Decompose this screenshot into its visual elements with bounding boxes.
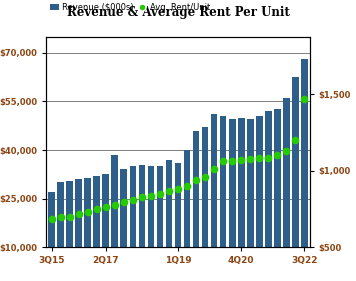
Bar	[193, 131, 199, 280]
Bar	[274, 110, 281, 280]
Bar	[147, 166, 154, 280]
Bar	[265, 111, 272, 280]
Bar	[247, 119, 253, 280]
Bar	[93, 176, 100, 280]
Bar	[75, 179, 82, 280]
Bar	[48, 192, 55, 280]
Bar	[202, 127, 209, 280]
Bar	[256, 116, 263, 280]
Bar	[120, 169, 127, 280]
Bar	[211, 114, 218, 280]
Bar	[111, 155, 118, 280]
Bar	[103, 174, 109, 280]
Bar	[84, 178, 91, 280]
Bar	[292, 77, 299, 280]
Bar	[238, 117, 245, 280]
Bar	[174, 163, 182, 280]
Bar	[130, 166, 136, 280]
Bar	[57, 182, 64, 280]
Bar	[283, 98, 290, 280]
Bar	[138, 165, 145, 280]
Bar	[157, 166, 163, 280]
Bar	[184, 150, 190, 280]
Bar	[301, 59, 308, 280]
Bar	[229, 119, 236, 280]
Bar	[220, 116, 226, 280]
Text: Revenue & Average Rent Per Unit: Revenue & Average Rent Per Unit	[67, 6, 289, 19]
Bar	[166, 160, 172, 280]
Bar	[66, 181, 73, 280]
Legend: Revenue ($000s), Avg. Rent/Unit: Revenue ($000s), Avg. Rent/Unit	[51, 3, 210, 12]
